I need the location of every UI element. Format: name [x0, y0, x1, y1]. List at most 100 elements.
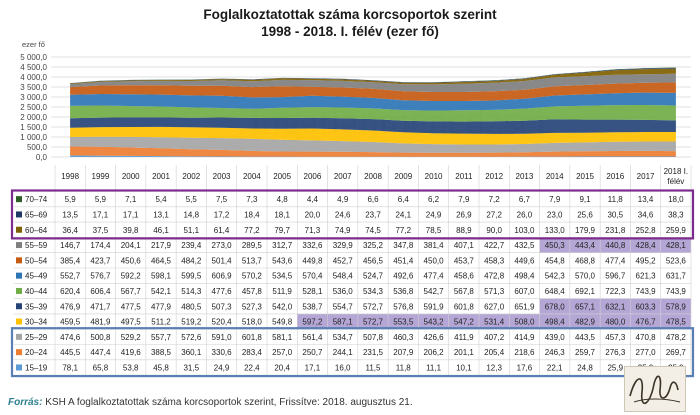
data-label: 34,6	[638, 210, 654, 219]
data-label: 423,7	[90, 256, 111, 265]
data-label: 478,5	[666, 318, 687, 327]
data-label: 480,0	[605, 318, 626, 327]
data-label: 476,7	[636, 318, 657, 327]
data-label: 10,1	[456, 363, 472, 372]
x-tick-label-suffix: félév	[667, 177, 684, 186]
legend-label: 15–19	[25, 363, 48, 372]
data-label: 65,8	[93, 363, 109, 372]
data-label: 572,7	[363, 318, 384, 327]
legend-label: 35–39	[25, 302, 48, 311]
y-tick-label: 1 000,0	[20, 133, 47, 142]
legend-label: 45–49	[25, 272, 48, 281]
data-label: 407,1	[454, 241, 475, 250]
data-label: 4,8	[277, 195, 289, 204]
x-tick-label: 2002	[182, 172, 200, 181]
source-label: Forrás:	[8, 397, 43, 408]
data-label: 554,7	[333, 302, 354, 311]
data-label: 24,9	[426, 210, 442, 219]
data-label: 7,3	[246, 195, 258, 204]
data-label: 458,3	[484, 256, 505, 265]
legend-label: 25–29	[25, 333, 48, 342]
area-series-35–39	[70, 117, 676, 134]
legend-swatch	[16, 211, 22, 218]
data-label: 743,9	[666, 287, 687, 296]
data-label: 411,9	[454, 333, 474, 342]
data-label: 38,3	[668, 210, 684, 219]
data-label: 523,6	[666, 256, 687, 265]
y-axis-label: ezer fő	[22, 40, 45, 49]
data-label: 5,4	[155, 195, 167, 204]
data-label: 468,8	[575, 256, 596, 265]
data-label: 657,1	[575, 302, 596, 311]
data-label: 606,4	[90, 287, 111, 296]
data-label: 547,2	[454, 318, 475, 327]
data-label: 500,8	[90, 333, 111, 342]
data-label: 61,4	[214, 226, 230, 235]
data-label: 492,6	[393, 272, 414, 281]
data-label: 46,1	[153, 226, 169, 235]
data-label: 259,9	[666, 226, 687, 235]
data-label: 543,6	[272, 256, 293, 265]
data-label: 620,4	[60, 287, 81, 296]
data-label: 478,2	[666, 333, 687, 342]
y-tick-label: 3 500,0	[20, 83, 47, 92]
data-label: 17,1	[123, 210, 139, 219]
data-label: 257,0	[272, 348, 293, 357]
x-tick-label: 2003	[213, 172, 231, 181]
data-label: 451,4	[393, 256, 414, 265]
y-tick-label: 3 000,0	[20, 93, 47, 102]
x-tick-label: 2009	[394, 172, 412, 181]
data-label: 511,2	[151, 318, 171, 327]
data-label: 596,7	[605, 272, 626, 281]
data-label: 24,8	[577, 363, 593, 372]
data-label: 484,2	[181, 256, 202, 265]
data-label: 53,8	[123, 363, 139, 372]
data-label: 507,3	[212, 302, 233, 311]
data-label: 206,2	[424, 348, 445, 357]
area-series-50–54	[70, 82, 676, 101]
data-label: 480,5	[181, 302, 202, 311]
data-label: 692,1	[575, 287, 596, 296]
data-label: 71,3	[305, 226, 321, 235]
legend-swatch	[16, 272, 22, 279]
area-series-55–59	[70, 73, 676, 92]
y-tick-label: 0,0	[36, 153, 48, 162]
data-label: 445,5	[60, 348, 81, 357]
data-label: 557,7	[151, 333, 172, 342]
x-tick-label: 2012	[485, 172, 503, 181]
data-label: 11,5	[366, 363, 382, 372]
data-label: 508,0	[514, 318, 535, 327]
data-label: 419,6	[121, 348, 142, 357]
data-label: 207,9	[393, 348, 414, 357]
data-label: 14,8	[183, 210, 199, 219]
data-label: 45,8	[153, 363, 169, 372]
data-label: 347,8	[393, 241, 414, 250]
data-label: 432,5	[514, 241, 535, 250]
data-label: 23,7	[365, 210, 381, 219]
x-tick-label: 2018 I.	[664, 167, 688, 176]
data-label: 4,9	[337, 195, 349, 204]
data-label: 20,4	[274, 363, 290, 372]
data-label: 24,1	[395, 210, 411, 219]
data-label: 17,2	[214, 210, 230, 219]
data-label: 428,1	[666, 241, 687, 250]
data-label: 276,3	[605, 348, 626, 357]
legend-swatch	[16, 257, 22, 264]
data-label: 631,7	[666, 272, 687, 281]
x-tick-label: 2011	[455, 172, 473, 181]
data-label: 607,0	[514, 287, 535, 296]
data-label: 7,5	[216, 195, 228, 204]
data-label: 407,2	[484, 333, 505, 342]
data-label: 576,7	[90, 272, 111, 281]
data-label: 443,4	[575, 241, 596, 250]
data-label: 458,6	[454, 272, 475, 281]
data-label: 330,6	[212, 348, 233, 357]
data-label: 450,3	[545, 241, 566, 250]
data-label: 587,1	[333, 318, 354, 327]
y-tick-label: 1 500,0	[20, 123, 47, 132]
data-label: 381,4	[424, 241, 445, 250]
data-label: 24,9	[214, 363, 230, 372]
data-label: 205,4	[484, 348, 505, 357]
data-label: 459,5	[60, 318, 81, 327]
data-label: 7,9	[549, 195, 561, 204]
